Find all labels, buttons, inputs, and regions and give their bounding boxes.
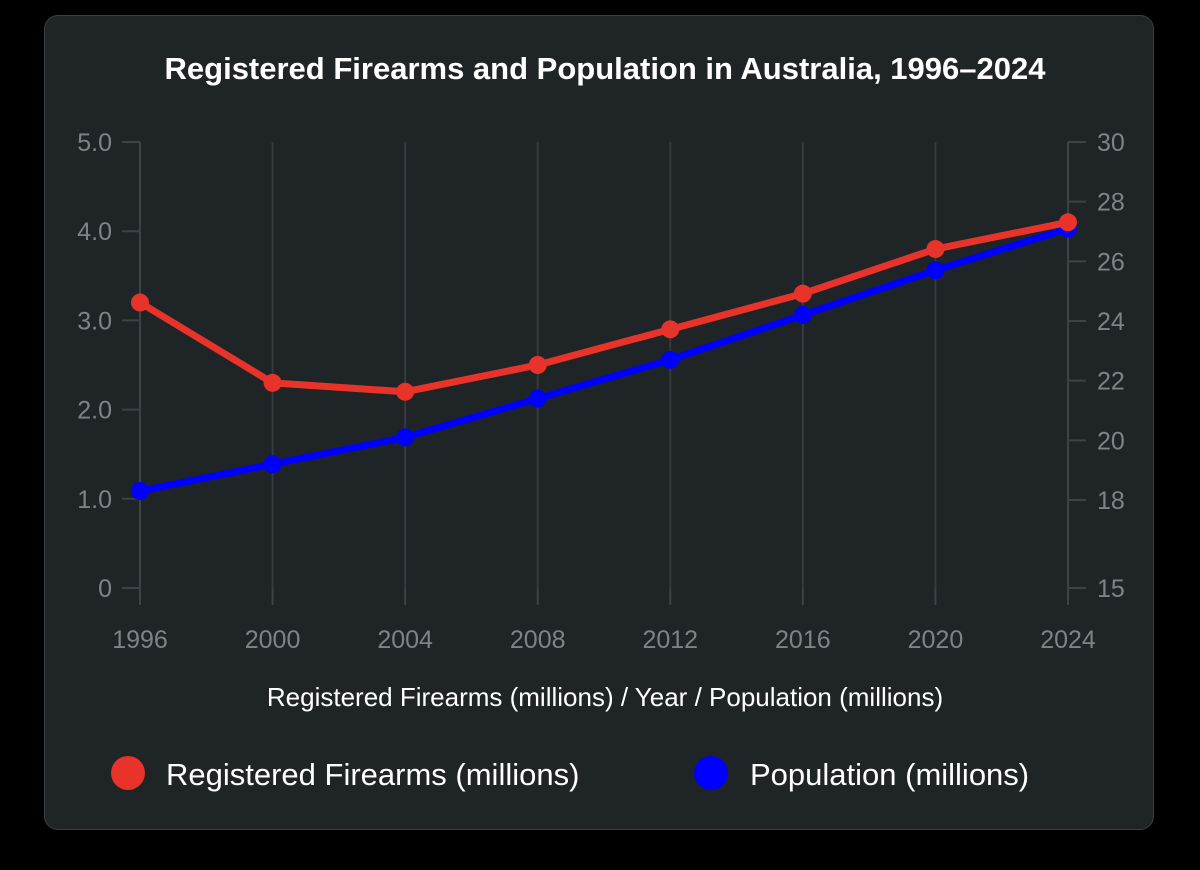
right-tick-label-4: 24 — [1097, 308, 1125, 336]
left-tick-label-1: 1.0 — [77, 486, 112, 514]
x-tick-label-1996: 1996 — [112, 626, 168, 654]
chart-title: Registered Firearms and Population in Au… — [165, 51, 1047, 86]
right-tick-label-2: 20 — [1097, 427, 1125, 455]
left-tick-label-2: 2.0 — [77, 397, 112, 425]
left-tick-label-4: 4.0 — [77, 218, 112, 246]
point-firearms-2020 — [926, 240, 945, 259]
grid-layer — [271, 142, 937, 588]
x-tick-label-2008: 2008 — [510, 626, 566, 654]
left-tick-label-5: 5.0 — [77, 129, 112, 157]
legend-marker-firearms — [111, 756, 145, 790]
x-tick-label-2020: 2020 — [908, 626, 964, 654]
point-firearms-2024 — [1059, 213, 1077, 232]
x-tick-label-2016: 2016 — [775, 626, 831, 654]
series-line-population — [136, 225, 1072, 495]
x-tick-label-2012: 2012 — [642, 626, 698, 654]
point-firearms-2012 — [661, 320, 680, 339]
point-firearms-1996 — [131, 293, 149, 312]
point-population-2000 — [263, 455, 282, 474]
legend-label-firearms: Registered Firearms (millions) — [166, 757, 579, 792]
right-tick-label-5: 26 — [1097, 248, 1125, 276]
right-tick-label-3: 22 — [1097, 368, 1125, 396]
point-firearms-2008 — [528, 356, 547, 374]
point-population-2012 — [661, 350, 680, 369]
left-tick-label-3: 3.0 — [77, 307, 112, 335]
point-firearms-2004 — [396, 382, 415, 401]
point-population-2016 — [793, 306, 812, 325]
point-population-1996 — [131, 482, 149, 501]
legend-marker-population — [694, 756, 728, 790]
axis-layer: 1996 2000 2004 2008 2012 2016 2020 202401.02.03… — [77, 129, 1125, 654]
x-tick-label-2004: 2004 — [377, 626, 433, 654]
point-firearms-2016 — [793, 284, 812, 303]
legend-label-population: Population (millions) — [750, 757, 1029, 792]
series-line-firearms — [136, 218, 1072, 396]
right-tick-label-7: 30 — [1097, 129, 1125, 157]
series-layer — [131, 213, 1077, 501]
point-firearms-2000 — [263, 373, 282, 392]
chart-card — [44, 15, 1154, 830]
right-tick-label-1: 18 — [1097, 487, 1125, 515]
x-tick-label-2000: 2000 — [245, 626, 301, 654]
left-tick-label-0: 0 — [98, 575, 112, 603]
x-tick-label-2024: 2024 — [1040, 626, 1096, 654]
right-tick-label-6: 28 — [1097, 189, 1125, 217]
right-tick-label-0: 15 — [1097, 575, 1125, 603]
x-axis-title: Registered Firearms (millions) / Year / … — [267, 682, 943, 712]
point-population-2020 — [926, 261, 945, 280]
point-population-2008 — [528, 389, 547, 408]
legend: Registered Firearms (millions) Populatio… — [111, 756, 1029, 792]
point-population-2004 — [396, 428, 415, 447]
